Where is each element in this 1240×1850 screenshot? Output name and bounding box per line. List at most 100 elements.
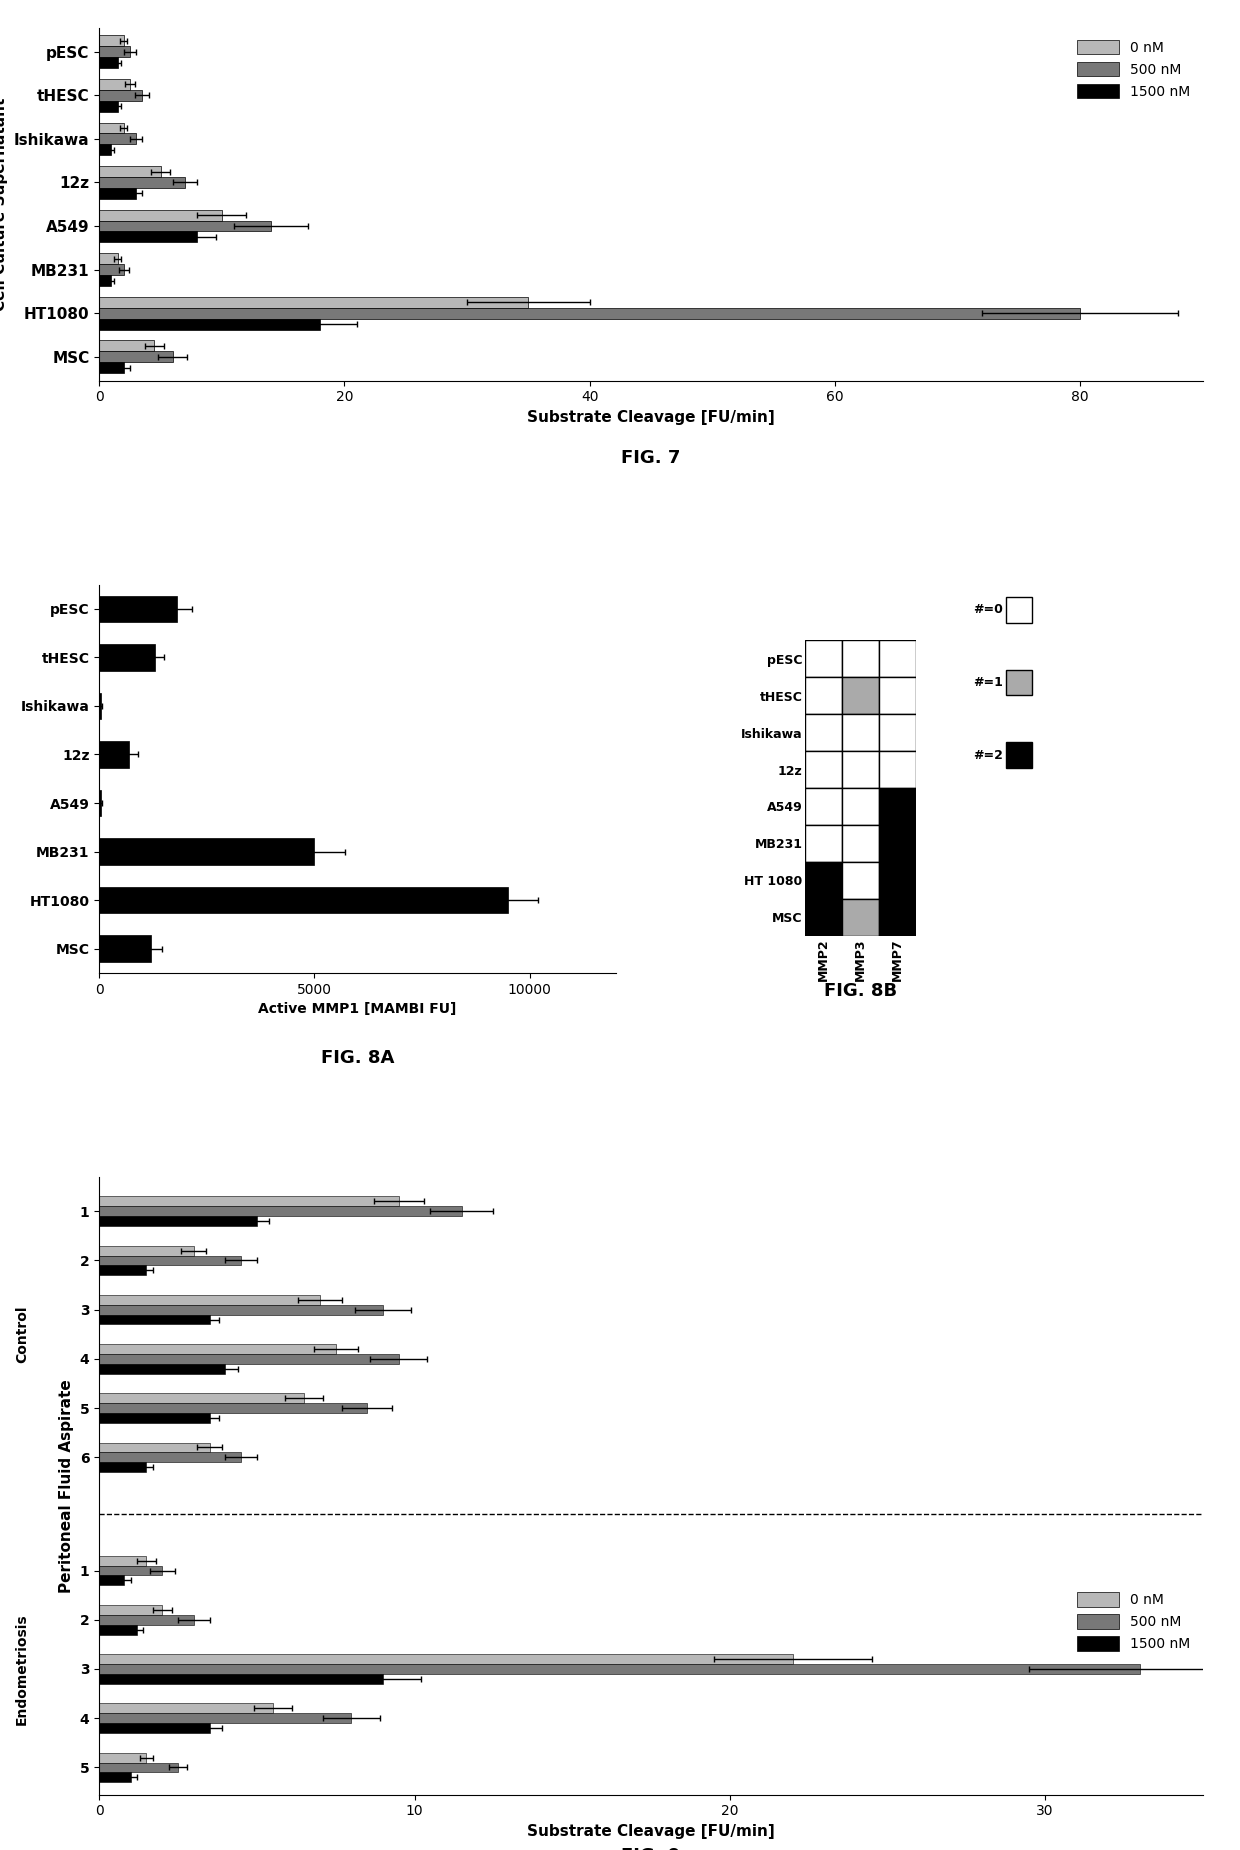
Bar	[99, 1256, 241, 1265]
Bar	[1006, 670, 1032, 696]
Text: #=2: #=2	[972, 749, 1002, 762]
Bar	[99, 352, 172, 363]
Bar	[1006, 742, 1032, 768]
Bar	[99, 1215, 257, 1227]
Bar	[99, 318, 320, 329]
Bar	[879, 825, 916, 862]
Bar	[99, 1606, 162, 1615]
Bar	[99, 340, 154, 352]
Bar	[99, 144, 112, 155]
Bar	[99, 265, 124, 276]
Bar	[805, 677, 842, 714]
Bar	[99, 644, 155, 672]
Bar	[99, 838, 315, 866]
Bar	[99, 189, 136, 198]
Bar	[99, 1654, 792, 1663]
Y-axis label: Cell Culture Supernatant: Cell Culture Supernatant	[0, 98, 9, 311]
Bar	[805, 825, 842, 862]
Bar	[842, 751, 879, 788]
Bar	[805, 640, 842, 677]
Bar	[1006, 598, 1032, 623]
Bar	[879, 640, 916, 677]
Bar	[879, 788, 916, 825]
Bar	[99, 1556, 146, 1565]
Text: FIG. 8B: FIG. 8B	[825, 982, 898, 1001]
Bar	[99, 936, 151, 962]
Bar	[99, 1206, 461, 1215]
Bar	[99, 1265, 146, 1275]
Text: #=0: #=0	[972, 603, 1002, 616]
Bar	[99, 307, 1080, 318]
Bar	[805, 751, 842, 788]
X-axis label: Substrate Cleavage [FU/min]: Substrate Cleavage [FU/min]	[527, 1824, 775, 1839]
Bar	[99, 80, 130, 91]
Text: FIG. 8A: FIG. 8A	[321, 1049, 394, 1067]
Bar	[879, 677, 916, 714]
Bar	[805, 899, 842, 936]
Bar	[99, 790, 102, 816]
Legend: 0 nM, 500 nM, 1500 nM: 0 nM, 500 nM, 1500 nM	[1071, 35, 1195, 104]
Bar	[842, 640, 879, 677]
X-axis label: Active MMP1 [MAMBI FU]: Active MMP1 [MAMBI FU]	[258, 1003, 456, 1016]
Bar	[879, 899, 916, 936]
Bar	[99, 1413, 210, 1423]
Bar	[842, 714, 879, 751]
Bar	[99, 363, 124, 374]
Bar	[99, 46, 130, 57]
Bar	[99, 35, 124, 46]
Bar	[99, 231, 197, 242]
Bar	[879, 862, 916, 899]
Bar	[99, 1704, 273, 1713]
Bar	[99, 692, 102, 720]
Bar	[99, 296, 528, 307]
Bar	[99, 1763, 179, 1772]
Bar	[99, 1345, 336, 1354]
Bar	[842, 788, 879, 825]
Bar	[99, 209, 222, 220]
Bar	[99, 1295, 320, 1304]
Bar	[99, 178, 185, 189]
Bar	[99, 1197, 399, 1206]
Bar	[99, 1363, 226, 1375]
Y-axis label: Peritoneal Fluid Aspirate: Peritoneal Fluid Aspirate	[60, 1378, 74, 1593]
Bar	[99, 1576, 124, 1585]
Text: Endometriosis: Endometriosis	[15, 1613, 29, 1724]
Bar	[99, 220, 270, 231]
Text: Control: Control	[15, 1306, 29, 1363]
Bar	[99, 166, 160, 178]
Bar	[99, 100, 118, 111]
Bar	[99, 1624, 138, 1635]
Bar	[99, 253, 118, 265]
Bar	[99, 886, 508, 914]
Bar	[842, 825, 879, 862]
Bar	[99, 1674, 383, 1684]
Text: FIG. 7: FIG. 7	[621, 450, 681, 468]
Bar	[99, 122, 124, 133]
Bar	[99, 1663, 1140, 1674]
Bar	[879, 714, 916, 751]
Bar	[99, 1565, 162, 1576]
Bar	[99, 1722, 210, 1733]
Bar	[842, 899, 879, 936]
Bar	[99, 1402, 367, 1413]
Bar	[99, 133, 136, 144]
Bar	[99, 1752, 146, 1763]
Bar	[879, 751, 916, 788]
Bar	[99, 276, 112, 287]
Bar	[805, 862, 842, 899]
Text: #=1: #=1	[972, 675, 1002, 688]
Legend: 0 nM, 500 nM, 1500 nM: 0 nM, 500 nM, 1500 nM	[1071, 1585, 1195, 1658]
Bar	[99, 1315, 210, 1325]
Bar	[99, 1713, 351, 1722]
Bar	[99, 1452, 241, 1462]
Bar	[805, 788, 842, 825]
Bar	[805, 714, 842, 751]
Bar	[99, 742, 129, 768]
Bar	[842, 677, 879, 714]
Bar	[99, 1393, 304, 1402]
Bar	[99, 91, 143, 100]
Bar	[99, 1772, 130, 1782]
Bar	[842, 862, 879, 899]
Bar	[99, 57, 118, 68]
Bar	[99, 596, 176, 622]
